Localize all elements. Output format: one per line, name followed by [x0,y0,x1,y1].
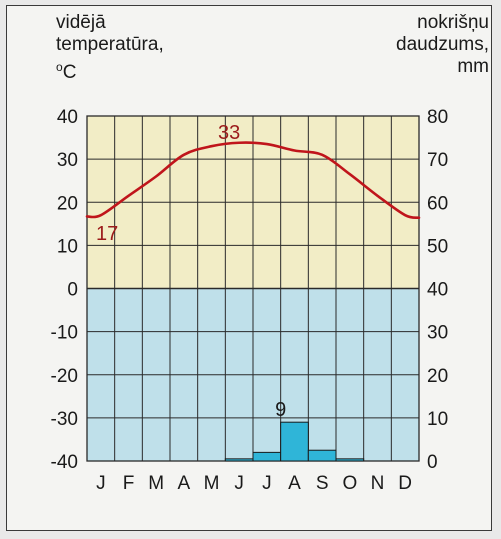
right-axis-title: nokrišņu daudzums, mm [396,12,489,78]
month-label: S [316,473,329,494]
right-tick-label: 50 [427,236,448,257]
month-label: J [262,473,272,494]
right-tick-label: 40 [427,280,448,301]
precipitation-bar [252,451,282,462]
month-label: A [288,473,301,494]
left-tick-label: 0 [67,280,78,301]
annotation-max-temperature: 33 [218,122,240,144]
month-label: M [204,473,220,494]
right-axis-title-line2: daudzums, [396,34,489,55]
left-tick-label: 30 [57,150,78,171]
left-tick-label: 20 [57,193,78,214]
left-axis-title-line2: temperatūra, [56,34,164,55]
right-tick-label: 80 [427,107,448,128]
precipitation-bar [335,458,365,462]
precipitation-bar [280,421,309,462]
temperature-line [85,141,421,220]
month-label: A [177,473,190,494]
precipitation-bar [224,458,254,462]
right-axis-title-line3: mm [457,56,489,77]
left-axis-unit-sup: o [56,60,63,74]
month-label: F [123,473,135,494]
left-axis-unit-letter: C [62,62,77,83]
left-axis-unit: oC [56,56,164,84]
left-tick-label: -30 [51,409,78,430]
right-tick-label: 30 [427,323,448,344]
left-axis-title-line1: vidējā [56,12,106,33]
right-tick-label: 0 [427,452,438,473]
month-label: O [342,473,357,494]
right-tick-label: 70 [427,150,448,171]
annotation-max-precipitation: 9 [275,399,286,421]
right-tick-label: 20 [427,366,448,387]
left-tick-label: -40 [51,452,78,473]
month-label: N [371,473,385,494]
month-label: J [96,473,106,494]
left-tick-label: 10 [57,236,78,257]
left-axis-title: vidējā temperatūra, oC [56,12,164,84]
month-label: J [234,473,244,494]
precipitation-bar [307,449,337,462]
annotation-min-temperature: 17 [96,223,118,245]
left-tick-label: 40 [57,107,78,128]
month-label: D [398,473,412,494]
right-axis-title-line1: nokrišņu [417,12,489,33]
left-tick-label: -20 [51,366,78,387]
right-tick-label: 10 [427,409,448,430]
left-tick-label: -10 [51,323,78,344]
right-tick-label: 60 [427,193,448,214]
month-label: M [148,473,164,494]
